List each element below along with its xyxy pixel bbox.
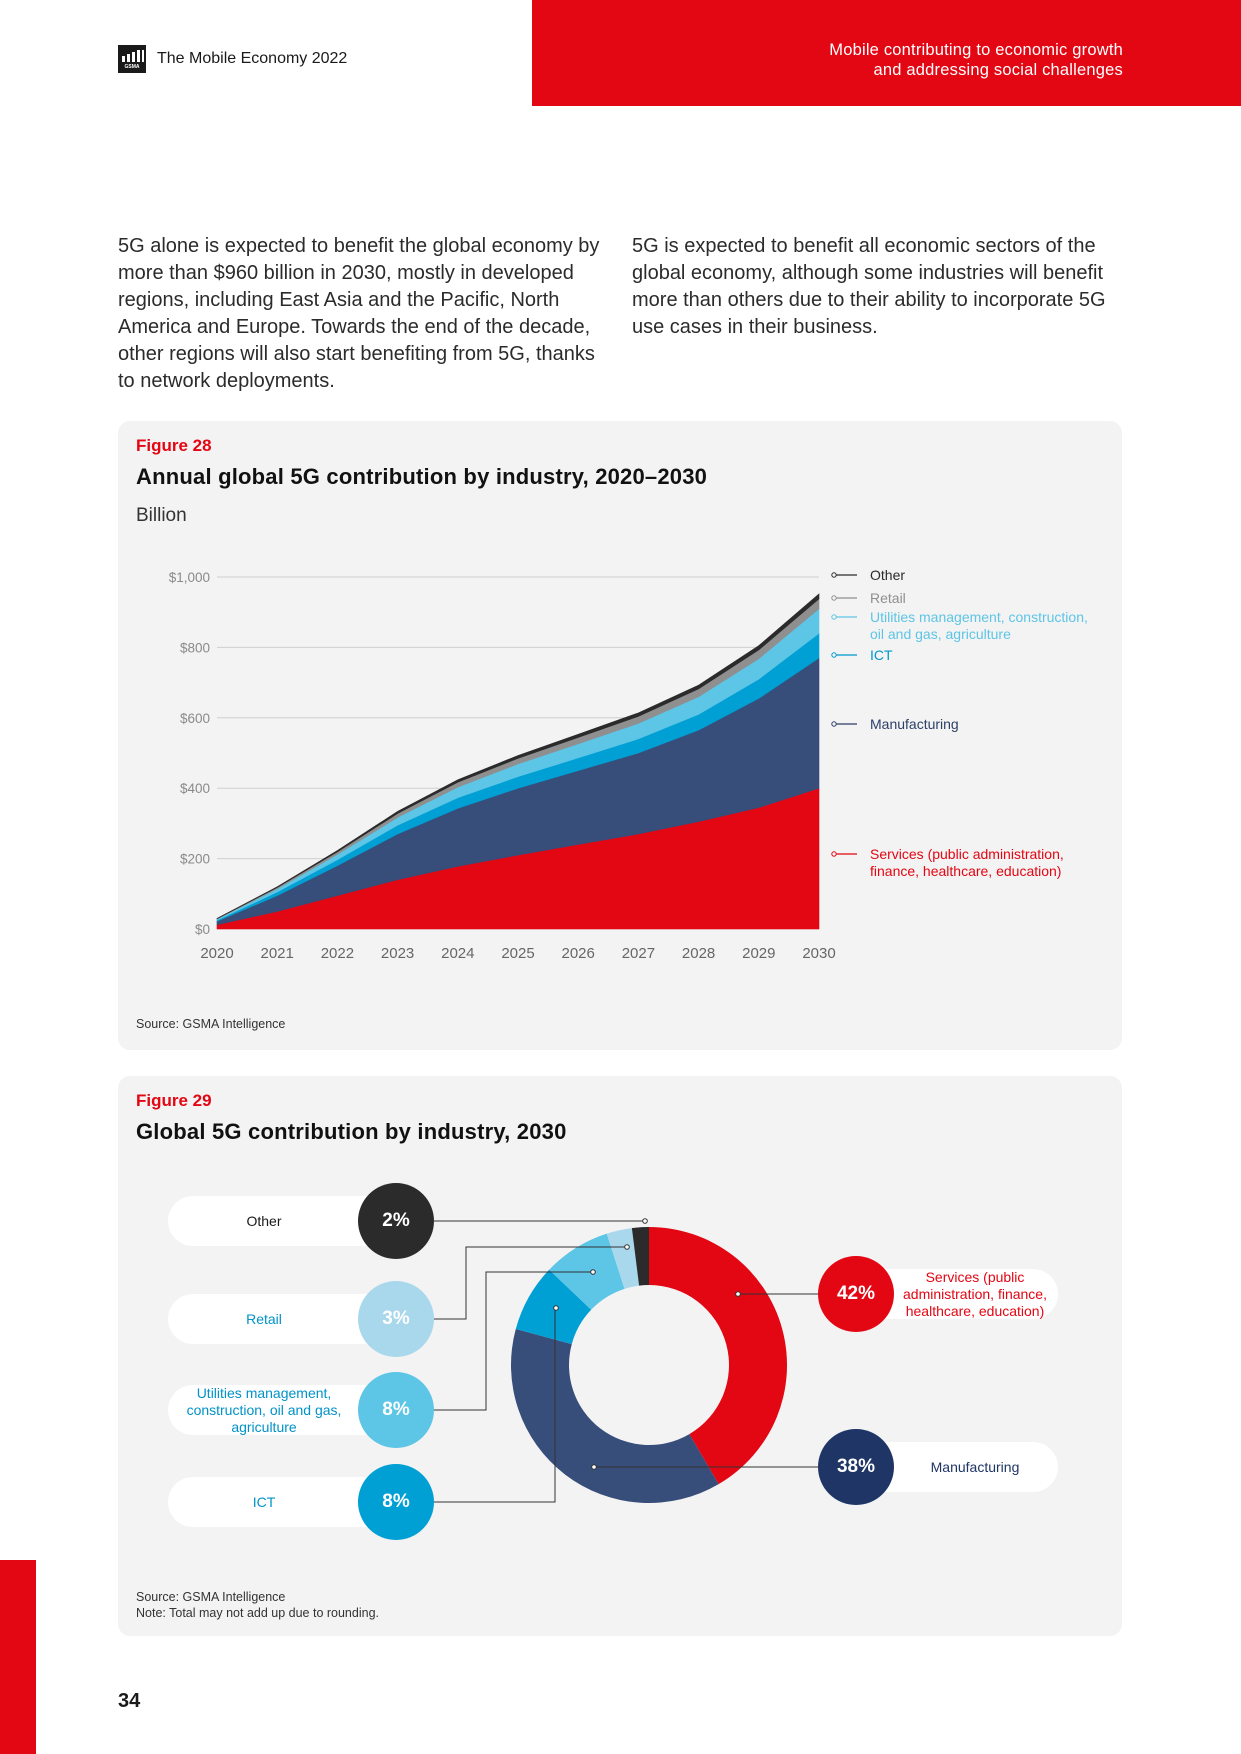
legend-marker — [831, 614, 837, 620]
intro-paragraph-left: 5G alone is expected to benefit the glob… — [118, 235, 600, 392]
slice-name-label: Retail — [246, 1310, 282, 1327]
leader-dot — [553, 1305, 559, 1311]
slice-retail — [606, 1228, 640, 1289]
y-tick-label: $0 — [195, 922, 210, 937]
legend-marker — [831, 572, 837, 578]
leader-line — [434, 1271, 593, 1411]
leader-line — [434, 1246, 627, 1320]
x-tick-label: 2023 — [381, 945, 414, 962]
legend-item-utilities-management-construction-oil-and-gas-agriculture: Utilities management, construction,oil a… — [831, 609, 1088, 642]
legend-item-ict: ICT — [831, 647, 893, 663]
figure-29-note: Note: Total may not add up due to roundi… — [136, 1606, 379, 1620]
slice-manufacturing — [510, 1328, 719, 1503]
y-tick-label: $400 — [180, 781, 210, 796]
legend-marker — [831, 721, 837, 727]
y-tick-label: $800 — [180, 640, 210, 655]
x-tick-label: 2029 — [742, 945, 775, 962]
figure-28-panel: $0 $200 $400 $600 $800 $1,000 2020 2021 2022 2023… — [118, 421, 1122, 1050]
slice-name-label: Manufacturing — [930, 1458, 1020, 1475]
figure-29-title: Global 5G contribution by industry, 2030 — [136, 1119, 567, 1144]
legend-item-services: Services (public administration,finance,… — [831, 846, 1064, 879]
x-tick-label: 2027 — [622, 945, 655, 962]
x-tick-label: 2020 — [200, 945, 233, 962]
section-title-line1: Mobile contributing to economic growth — [829, 41, 1123, 59]
x-tick-label: 2025 — [501, 945, 534, 962]
leader-dot — [591, 1464, 597, 1470]
percent-badge-ict: 8% — [358, 1464, 434, 1540]
figure-29-source: Source: GSMA Intelligence — [136, 1590, 286, 1604]
y-tick-label: $600 — [180, 711, 210, 726]
legend-label: Utilities management, construction, — [870, 609, 1088, 625]
side-accent-bar — [0, 1560, 36, 1754]
logo-text: GSMA — [124, 64, 140, 70]
legend-item-manufacturing: Manufacturing — [831, 716, 959, 732]
figure-28-source: Source: GSMA Intelligence — [136, 1017, 286, 1031]
gsma-logo: GSMA — [118, 45, 146, 73]
section-title: Mobile contributing to economic growth a… — [603, 40, 1123, 80]
leader-dot — [590, 1269, 596, 1275]
y-tick-label: $1,000 — [169, 570, 210, 585]
leader-dot — [735, 1291, 741, 1297]
x-tick-label: 2026 — [562, 945, 595, 962]
area-other — [216, 593, 820, 920]
leader-dot — [624, 1244, 630, 1250]
percent-badge-retail: 3% — [358, 1281, 434, 1357]
figure-29-panel: Figure 29 Global 5G contribution by indu… — [118, 1076, 1122, 1636]
area-chart: $0 $200 $400 $600 $800 $1,000 2020 2021 2022 2023… — [169, 567, 1088, 962]
figure-29-source-note: Source: GSMA Intelligence Note: Total ma… — [136, 1589, 379, 1621]
x-tick-label: 2022 — [321, 945, 354, 962]
legend-item-retail: Retail — [831, 590, 906, 606]
slice-name-label: Other — [246, 1212, 282, 1229]
figure-28-label: Figure 28 — [136, 436, 212, 455]
percent-badge-utilities-management-construction-oil-and-gas-agriculture: 8% — [358, 1372, 434, 1448]
page-number: 34 — [118, 1690, 141, 1712]
legend-label: Manufacturing — [870, 716, 959, 732]
percent-badge-other: 2% — [358, 1183, 434, 1259]
legend-label: oil and gas, agriculture — [870, 626, 1011, 642]
slice-services — [649, 1227, 788, 1485]
legend-marker — [831, 851, 837, 857]
percent-badge-services: 42% — [818, 1256, 894, 1332]
document-title: The Mobile Economy 2022 — [157, 50, 348, 67]
percent-badge-manufacturing: 38% — [818, 1429, 894, 1505]
legend-item-other: Other — [831, 567, 905, 583]
y-tick-label: $200 — [180, 852, 210, 867]
legend-label: Retail — [870, 590, 906, 606]
x-tick-label: 2028 — [682, 945, 715, 962]
legend-label: Services (public administration, — [870, 846, 1064, 862]
header-banner — [532, 0, 1241, 106]
donut-chart — [434, 1218, 818, 1503]
legend-label: finance, healthcare, education) — [870, 863, 1061, 879]
legend-label: Other — [870, 567, 905, 583]
x-tick-label: 2024 — [441, 945, 474, 962]
slice-name-label: ICT — [252, 1493, 276, 1510]
slice-name-label: Services (public administration, finance,… — [903, 1268, 1047, 1319]
section-title-line2: and addressing social challenges — [873, 61, 1123, 79]
figure-28-title: Annual global 5G contribution by industr… — [136, 464, 708, 489]
legend-marker — [831, 595, 837, 601]
figure-29-label: Figure 29 — [136, 1091, 212, 1110]
x-tick-label: 2030 — [802, 945, 835, 962]
intro-paragraph-right: 5G is expected to benefit all economic s… — [632, 235, 1106, 338]
x-tick-label: 2021 — [261, 945, 294, 962]
slice-other — [631, 1227, 649, 1286]
figure-28-unit: Billion — [136, 505, 187, 526]
slice-name-label: Utilities management, construction, oil a… — [186, 1384, 342, 1435]
legend-label: ICT — [870, 647, 893, 663]
leader-dot — [642, 1218, 648, 1224]
legend-marker — [831, 652, 837, 658]
